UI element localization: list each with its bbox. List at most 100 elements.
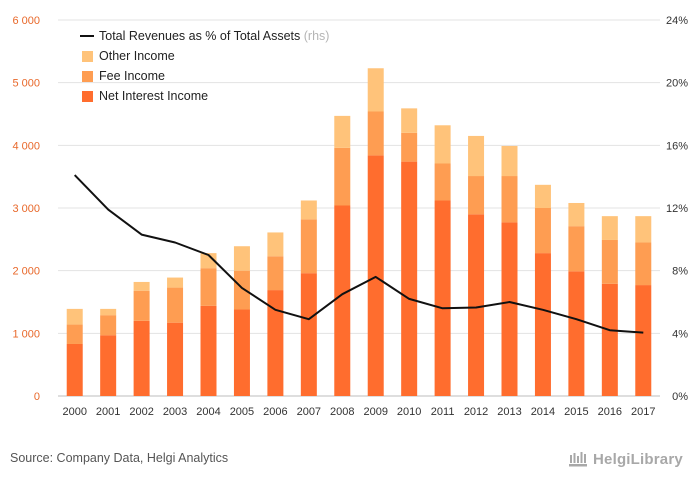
bar-segment [200, 305, 217, 396]
bar-segment [66, 308, 83, 325]
bar-segment [401, 161, 418, 396]
bar-segment [167, 322, 184, 396]
bar-segment [367, 111, 384, 156]
x-tick-label: 2011 [431, 406, 455, 418]
bar-segment [401, 132, 418, 162]
x-tick-label: 2017 [631, 406, 655, 418]
x-tick-label: 2012 [464, 406, 488, 418]
bar-segment [568, 226, 585, 272]
bar-segment [167, 277, 184, 288]
y-left-tick-label: 5 000 [12, 78, 40, 90]
bar-segment [468, 214, 485, 396]
bar-segment [367, 155, 384, 396]
bar-segment [334, 115, 351, 148]
y-left-tick-label: 6 000 [12, 15, 40, 27]
bar-segment [133, 281, 150, 291]
y-left-tick-label: 1 000 [12, 328, 40, 340]
bar-segment [635, 242, 652, 286]
bar-segment [100, 335, 117, 396]
x-tick-label: 2001 [96, 406, 120, 418]
y-right-tick-label: 24% [666, 15, 688, 27]
bar-segment [635, 285, 652, 396]
y-left-tick-label: 4 000 [12, 140, 40, 152]
bar-segment [300, 200, 317, 220]
legend-swatch [82, 71, 93, 82]
bar-segment [635, 216, 652, 243]
bar-segment [534, 253, 551, 396]
ratio-line [73, 174, 644, 334]
y-right-tick-label: 12% [666, 203, 688, 215]
bar-segment [334, 147, 351, 206]
y-right-tick-label: 20% [666, 78, 688, 90]
legend-label: Net Interest Income [99, 89, 208, 103]
bar-segment [300, 219, 317, 274]
bar-segment [534, 184, 551, 208]
y-right-tick-label: 8% [672, 266, 688, 278]
bars-group [66, 68, 652, 396]
legend: Total Revenues as % of Total Assets (rhs… [80, 29, 329, 103]
bar-segment [468, 135, 485, 177]
bar-segment [401, 108, 418, 133]
x-tick-label: 2010 [397, 406, 421, 418]
bar-segment [601, 239, 618, 284]
x-tick-label: 2015 [564, 406, 588, 418]
library-icon [569, 452, 587, 467]
bar-segment [501, 145, 518, 177]
bar-segment [501, 176, 518, 223]
x-tick-label: 2005 [230, 406, 254, 418]
bar-segment [601, 283, 618, 396]
x-tick-label: 2006 [263, 406, 287, 418]
axes-group: 0 0% 1 000 4% 2 000 8% 3 000 12% 4 000 16% 5 000 20… [12, 15, 688, 418]
legend-suffix: (rhs) [304, 29, 330, 43]
x-tick-label: 2004 [196, 406, 220, 418]
x-tick-label: 2008 [330, 406, 354, 418]
ratio-line-group [73, 174, 644, 334]
bar-segment [66, 324, 83, 344]
bar-segment [601, 216, 618, 240]
legend-swatch [82, 91, 93, 102]
legend-swatch [82, 51, 93, 62]
y-right-tick-label: 0% [672, 391, 688, 403]
bar-segment [568, 202, 585, 227]
y-right-tick-label: 16% [666, 140, 688, 152]
bar-segment [568, 271, 585, 396]
bar-segment [534, 208, 551, 254]
grid-lines [58, 19, 660, 397]
x-tick-label: 2000 [62, 406, 86, 418]
bar-segment [200, 268, 217, 306]
bar-segment [233, 309, 250, 396]
legend-label: Other Income [99, 49, 175, 63]
x-tick-label: 2003 [163, 406, 187, 418]
bar-segment [367, 68, 384, 112]
bar-segment [434, 163, 451, 201]
bar-segment [300, 273, 317, 396]
x-tick-label: 2002 [129, 406, 153, 418]
bar-segment [100, 315, 117, 336]
bar-segment [267, 232, 284, 257]
brand-name: HelgiLibrary [593, 450, 683, 468]
bar-segment [233, 270, 250, 310]
bar-segment [334, 205, 351, 396]
legend-label: Fee Income [99, 69, 165, 83]
bar-segment [468, 176, 485, 215]
x-tick-label: 2007 [297, 406, 321, 418]
y-left-tick-label: 2 000 [12, 266, 40, 278]
revenue-chart: 0 0% 1 000 4% 2 000 8% 3 000 12% 4 000 16% 5 000 20… [12, 15, 688, 418]
bar-segment [200, 253, 217, 269]
bar-segment [267, 290, 284, 396]
legend-label: Total Revenues as % of Total Assets (rhs… [99, 29, 329, 43]
bar-segment [267, 256, 284, 291]
brand-logo: HelgiLibrary [568, 448, 683, 470]
x-tick-label: 2016 [598, 406, 622, 418]
y-left-tick-label: 3 000 [12, 203, 40, 215]
x-tick-label: 2013 [497, 406, 521, 418]
x-tick-label: 2009 [363, 406, 387, 418]
bar-segment [133, 320, 150, 396]
bar-segment [434, 200, 451, 396]
x-tick-label: 2014 [531, 406, 555, 418]
bar-segment [100, 308, 117, 316]
bar-segment [434, 125, 451, 164]
source-note: Source: Company Data, Helgi Analytics [10, 451, 229, 465]
bar-segment [66, 343, 83, 396]
y-left-tick-label: 0 [34, 391, 40, 403]
